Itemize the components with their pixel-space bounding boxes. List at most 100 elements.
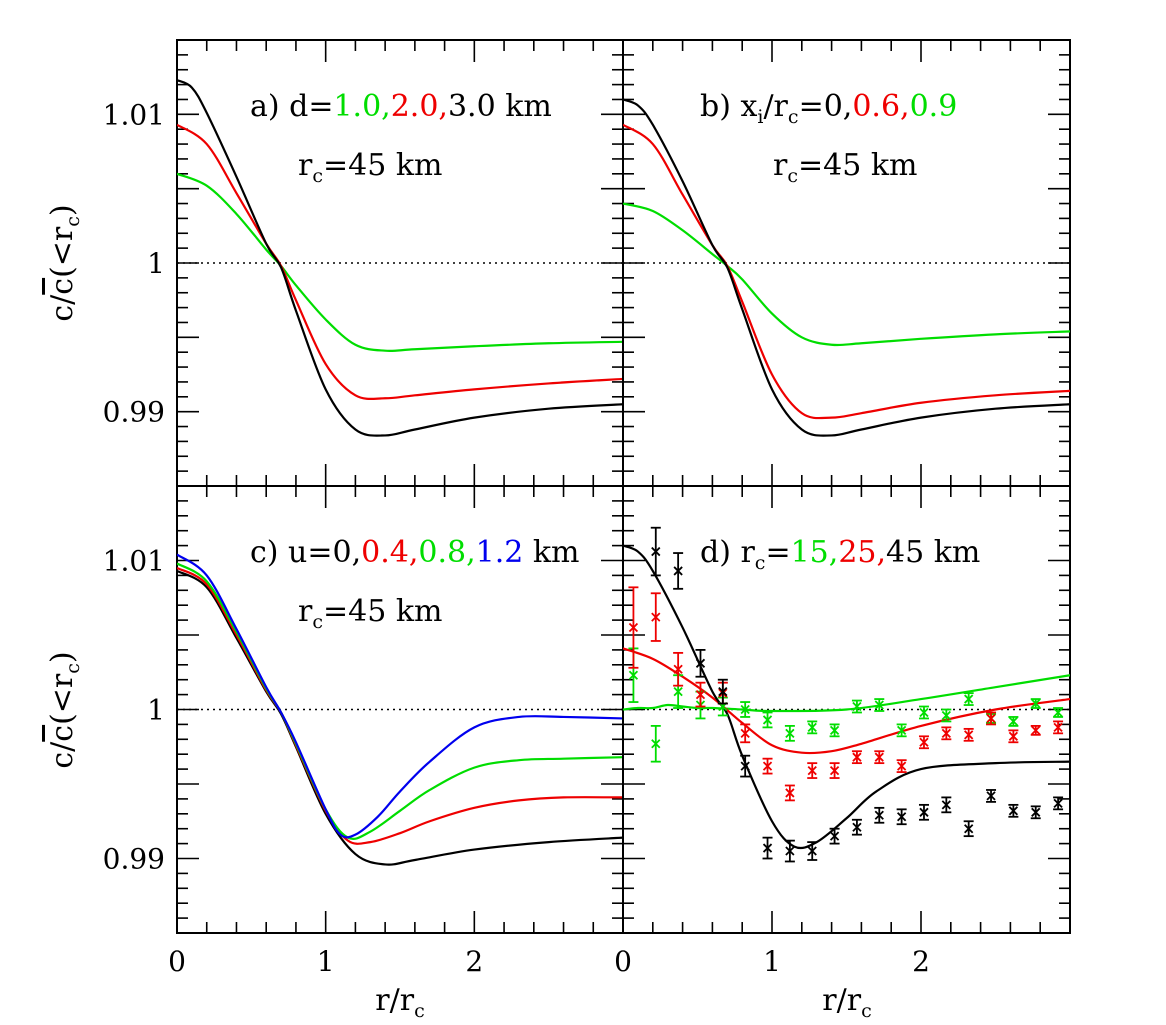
series-line-2 bbox=[177, 566, 623, 845]
point-marker bbox=[829, 831, 840, 841]
data-point bbox=[851, 750, 862, 765]
ylabel-close: ) bbox=[45, 204, 80, 216]
point-marker bbox=[695, 689, 706, 700]
point-marker bbox=[829, 765, 840, 776]
series-line-1 bbox=[623, 202, 1070, 347]
data-point bbox=[918, 705, 929, 720]
point-marker bbox=[673, 686, 683, 697]
data-point bbox=[918, 735, 929, 750]
subtitle-sub: c bbox=[312, 165, 323, 187]
data-point bbox=[673, 552, 684, 590]
panel-subtitle: rc=45 km bbox=[773, 148, 917, 187]
y-tick-label: 0.99 bbox=[103, 396, 165, 429]
data-point bbox=[1053, 707, 1064, 718]
point-marker bbox=[1008, 731, 1019, 741]
point-marker bbox=[1008, 806, 1019, 816]
data-point bbox=[941, 726, 952, 741]
title-part: d) r bbox=[700, 535, 755, 570]
panel-c: 0.99 1 1.01 0 1 2 c) u=0,0.4,0.8,1.2 km rc=45 k… bbox=[103, 485, 624, 978]
subtitle-eq: = bbox=[323, 594, 348, 629]
point-marker bbox=[651, 546, 661, 557]
data-point bbox=[762, 836, 773, 860]
title-part: 25, bbox=[838, 535, 886, 570]
data-point bbox=[673, 651, 684, 687]
panel-title: c) u=0,0.4,0.8,1.2 km bbox=[250, 535, 580, 570]
title-part: km bbox=[523, 535, 579, 570]
data-point bbox=[807, 720, 818, 735]
title-part: c bbox=[788, 106, 799, 128]
x-tick-label: 2 bbox=[465, 945, 483, 978]
data-point bbox=[829, 723, 840, 738]
point-marker bbox=[1008, 716, 1019, 727]
data-point bbox=[695, 681, 706, 708]
point-marker bbox=[740, 728, 750, 738]
point-marker bbox=[1031, 698, 1041, 709]
y-tick-label: 1.01 bbox=[103, 545, 165, 578]
data-point bbox=[1030, 698, 1041, 709]
y-tick-label: 1 bbox=[147, 694, 165, 727]
data-point bbox=[717, 678, 728, 705]
point-marker bbox=[941, 728, 951, 738]
point-marker bbox=[941, 710, 951, 721]
series-line-4 bbox=[177, 553, 623, 839]
point-marker bbox=[718, 686, 728, 697]
subtitle-sub: c bbox=[787, 165, 798, 187]
y-tick-label: 1 bbox=[147, 247, 165, 280]
subtitle-eq: = bbox=[798, 148, 823, 183]
ylabel-cbar: c bbox=[45, 278, 80, 295]
point-marker bbox=[785, 846, 795, 856]
data-point bbox=[874, 698, 885, 712]
point-marker bbox=[740, 761, 750, 771]
data-point bbox=[918, 803, 929, 821]
point-marker bbox=[874, 810, 884, 820]
data-point bbox=[650, 724, 661, 763]
point-marker bbox=[964, 694, 974, 704]
data-point bbox=[784, 839, 795, 863]
title-part: 3.0 km bbox=[448, 89, 552, 124]
ylabel-cbar: c bbox=[45, 725, 80, 742]
title-part: i bbox=[757, 106, 763, 128]
x-tick-label: 2 bbox=[912, 945, 930, 978]
point-marker bbox=[740, 704, 750, 715]
y-tick-label: 1.01 bbox=[103, 98, 165, 131]
panel-title: b) xi/rc=0,0.6,0.9 bbox=[700, 89, 957, 128]
point-marker bbox=[628, 670, 639, 680]
point-marker bbox=[964, 730, 974, 740]
point-marker bbox=[807, 765, 817, 776]
x-tick-label: 1 bbox=[763, 945, 781, 978]
data-point bbox=[963, 727, 974, 742]
series-line-1 bbox=[623, 674, 1070, 713]
point-marker bbox=[874, 700, 884, 710]
data-point bbox=[807, 762, 818, 779]
data-point bbox=[829, 762, 840, 779]
data-point bbox=[1030, 805, 1041, 820]
panel-subtitle: rc=45 km bbox=[298, 148, 442, 187]
data-point bbox=[963, 820, 974, 838]
point-marker bbox=[785, 788, 795, 798]
panel-subtitle: rc=45 km bbox=[298, 594, 442, 633]
x-axis-label: r/rc bbox=[822, 983, 871, 1022]
point-marker bbox=[986, 713, 996, 724]
data-point bbox=[807, 841, 818, 861]
point-marker bbox=[941, 800, 951, 810]
data-point bbox=[784, 724, 795, 742]
title-part: c bbox=[755, 552, 766, 574]
point-marker bbox=[1053, 707, 1063, 718]
point-marker bbox=[762, 761, 773, 771]
point-marker bbox=[807, 846, 817, 856]
point-marker bbox=[896, 812, 907, 822]
point-marker bbox=[628, 622, 639, 633]
data-point bbox=[941, 708, 952, 723]
point-marker bbox=[1053, 722, 1063, 733]
title-part: b) x bbox=[700, 89, 757, 124]
data-point bbox=[762, 711, 773, 729]
data-point bbox=[695, 649, 706, 678]
title-part: /r bbox=[763, 89, 788, 124]
point-marker bbox=[919, 807, 929, 817]
series-group bbox=[177, 79, 623, 437]
x-axis-label: r/rc bbox=[375, 983, 424, 1022]
point-marker bbox=[673, 664, 683, 674]
title-part: a) d= bbox=[250, 89, 333, 124]
data-point bbox=[1053, 720, 1064, 735]
data-point bbox=[896, 808, 907, 826]
